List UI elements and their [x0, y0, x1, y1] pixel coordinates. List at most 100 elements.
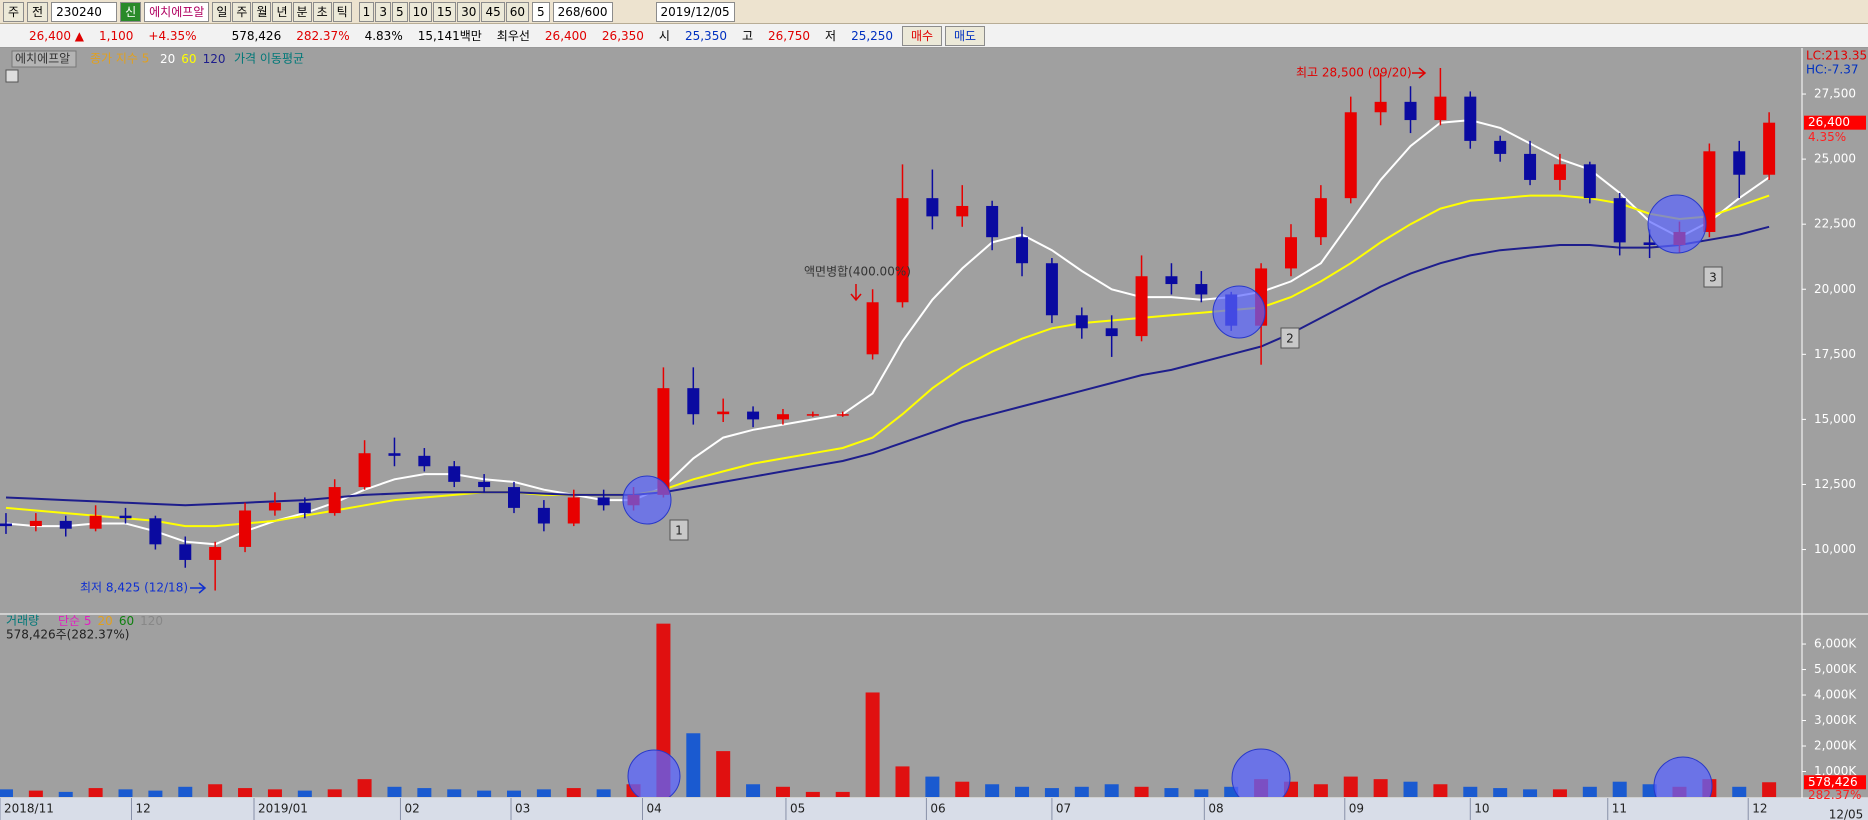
buy-button[interactable]: 매수: [902, 25, 943, 46]
minute-button[interactable]: 10: [408, 1, 432, 22]
period-button[interactable]: 분: [292, 1, 312, 22]
x-axis-bg: [0, 798, 1868, 820]
candle-body: [478, 481, 491, 488]
market-button[interactable]: 주: [3, 1, 25, 22]
candle-body: [776, 414, 789, 420]
minute-button[interactable]: 60: [505, 1, 529, 22]
legend-box: [11, 50, 77, 68]
volume-legend: 거래량: [6, 614, 39, 628]
volume-bar: [238, 788, 253, 797]
x-tick-label: 2018/11: [4, 802, 54, 816]
period-button[interactable]: 월: [252, 1, 272, 22]
volume-bar: [835, 791, 850, 797]
volume-bar: [1762, 782, 1777, 797]
arrow: [1412, 67, 1427, 79]
candle-body: [1016, 237, 1029, 264]
candle-body: [1613, 198, 1626, 243]
minute-button[interactable]: 45: [481, 1, 505, 22]
volume-ma-legend: 단순 5 20 60 120: [58, 614, 163, 628]
date-input[interactable]: 2019/12/05: [655, 1, 735, 22]
signal-box: [1703, 266, 1723, 288]
candle-body: [1524, 153, 1537, 180]
count-input[interactable]: 268/600: [552, 1, 613, 22]
candle-body: [1404, 101, 1417, 121]
candle-body: [1434, 96, 1447, 121]
volume-bar: [88, 788, 103, 797]
x-tick-label: 09: [1349, 802, 1364, 816]
candle-body: [986, 205, 999, 238]
candle-body: [209, 546, 222, 560]
period-button[interactable]: 년: [272, 1, 292, 22]
rate: +4.35%: [148, 28, 197, 43]
y-tick-label: 20,000: [1814, 282, 1856, 296]
low-label: 저: [825, 29, 837, 43]
candle-body: [1643, 242, 1656, 246]
code-input[interactable]: 230240: [51, 1, 118, 22]
volume-bar: [1552, 789, 1567, 797]
last-volume-rate: 282.37%: [1808, 788, 1861, 802]
sell-button[interactable]: 매도: [945, 25, 986, 46]
last-rate-label: 4.35%: [1808, 130, 1846, 144]
volume-bar: [686, 733, 701, 797]
volume-bar: [178, 786, 193, 797]
bid: 26,350: [601, 28, 644, 43]
candle-body: [59, 520, 72, 529]
ma-legend-item: 60: [181, 52, 196, 66]
ma-legend-item: 120: [203, 52, 226, 66]
candle-body: [1553, 164, 1566, 180]
moving-average: [5, 119, 1770, 546]
unit-input[interactable]: 5: [532, 1, 550, 22]
high-annotation: 최고 28,500 (09/20): [1296, 66, 1412, 80]
price: 26,400 ▲: [29, 28, 85, 43]
candle-body: [1195, 284, 1208, 295]
volume-bar: [1164, 788, 1179, 797]
prev-button[interactable]: 전: [27, 1, 49, 22]
volume-bar: [28, 790, 43, 797]
volume-bar: [536, 789, 551, 797]
volume-bar: [716, 751, 731, 797]
volume-bar: [1313, 784, 1328, 797]
candle-body: [806, 414, 819, 416]
candle-body: [1135, 276, 1148, 337]
period-button[interactable]: 틱: [332, 1, 352, 22]
volume-rate: 282.37%: [296, 28, 350, 43]
x-tick-label: 10: [1474, 802, 1489, 816]
last-price-box: [1804, 115, 1866, 130]
ma5-legend: 종가 지수 5: [90, 52, 149, 66]
volume-bar: [1224, 786, 1239, 797]
candle-body: [1075, 315, 1088, 329]
volume-ma-legend-item: 20: [98, 614, 113, 628]
period-button[interactable]: 일: [212, 1, 232, 22]
panel-icon[interactable]: [5, 69, 19, 83]
minute-button[interactable]: 5: [391, 1, 408, 22]
candle-body: [657, 388, 670, 495]
volume-bar: [1642, 784, 1657, 797]
signal-circle: [627, 749, 681, 797]
volume-bar: [1582, 786, 1597, 797]
candle-body: [866, 302, 879, 355]
volume-bar: [148, 790, 163, 797]
volume-bar: [267, 789, 282, 797]
period-button[interactable]: 초: [312, 1, 332, 22]
candle-body: [537, 507, 550, 524]
candle-body: [1733, 151, 1746, 175]
volume-bar: [1612, 781, 1627, 797]
minute-button[interactable]: 15: [432, 1, 457, 22]
y-tick-label: 25,000: [1814, 152, 1856, 166]
signal-box: [1280, 327, 1300, 349]
candle-body: [298, 502, 311, 514]
candle-body: [1583, 164, 1596, 199]
volume-bar: [925, 776, 940, 797]
x-end-label: 12/05: [1829, 808, 1864, 820]
period-button[interactable]: 주: [232, 1, 252, 22]
minute-button[interactable]: 30: [457, 1, 481, 22]
ask: 26,400: [544, 28, 587, 43]
volume-bar: [895, 766, 910, 797]
volume-bar: [58, 791, 73, 797]
minute-button[interactable]: 3: [375, 1, 391, 22]
last-price-label: 26,400: [1808, 115, 1850, 129]
minute-button[interactable]: 1: [358, 1, 375, 22]
candle-body: [836, 414, 849, 416]
candle-body: [268, 502, 281, 511]
